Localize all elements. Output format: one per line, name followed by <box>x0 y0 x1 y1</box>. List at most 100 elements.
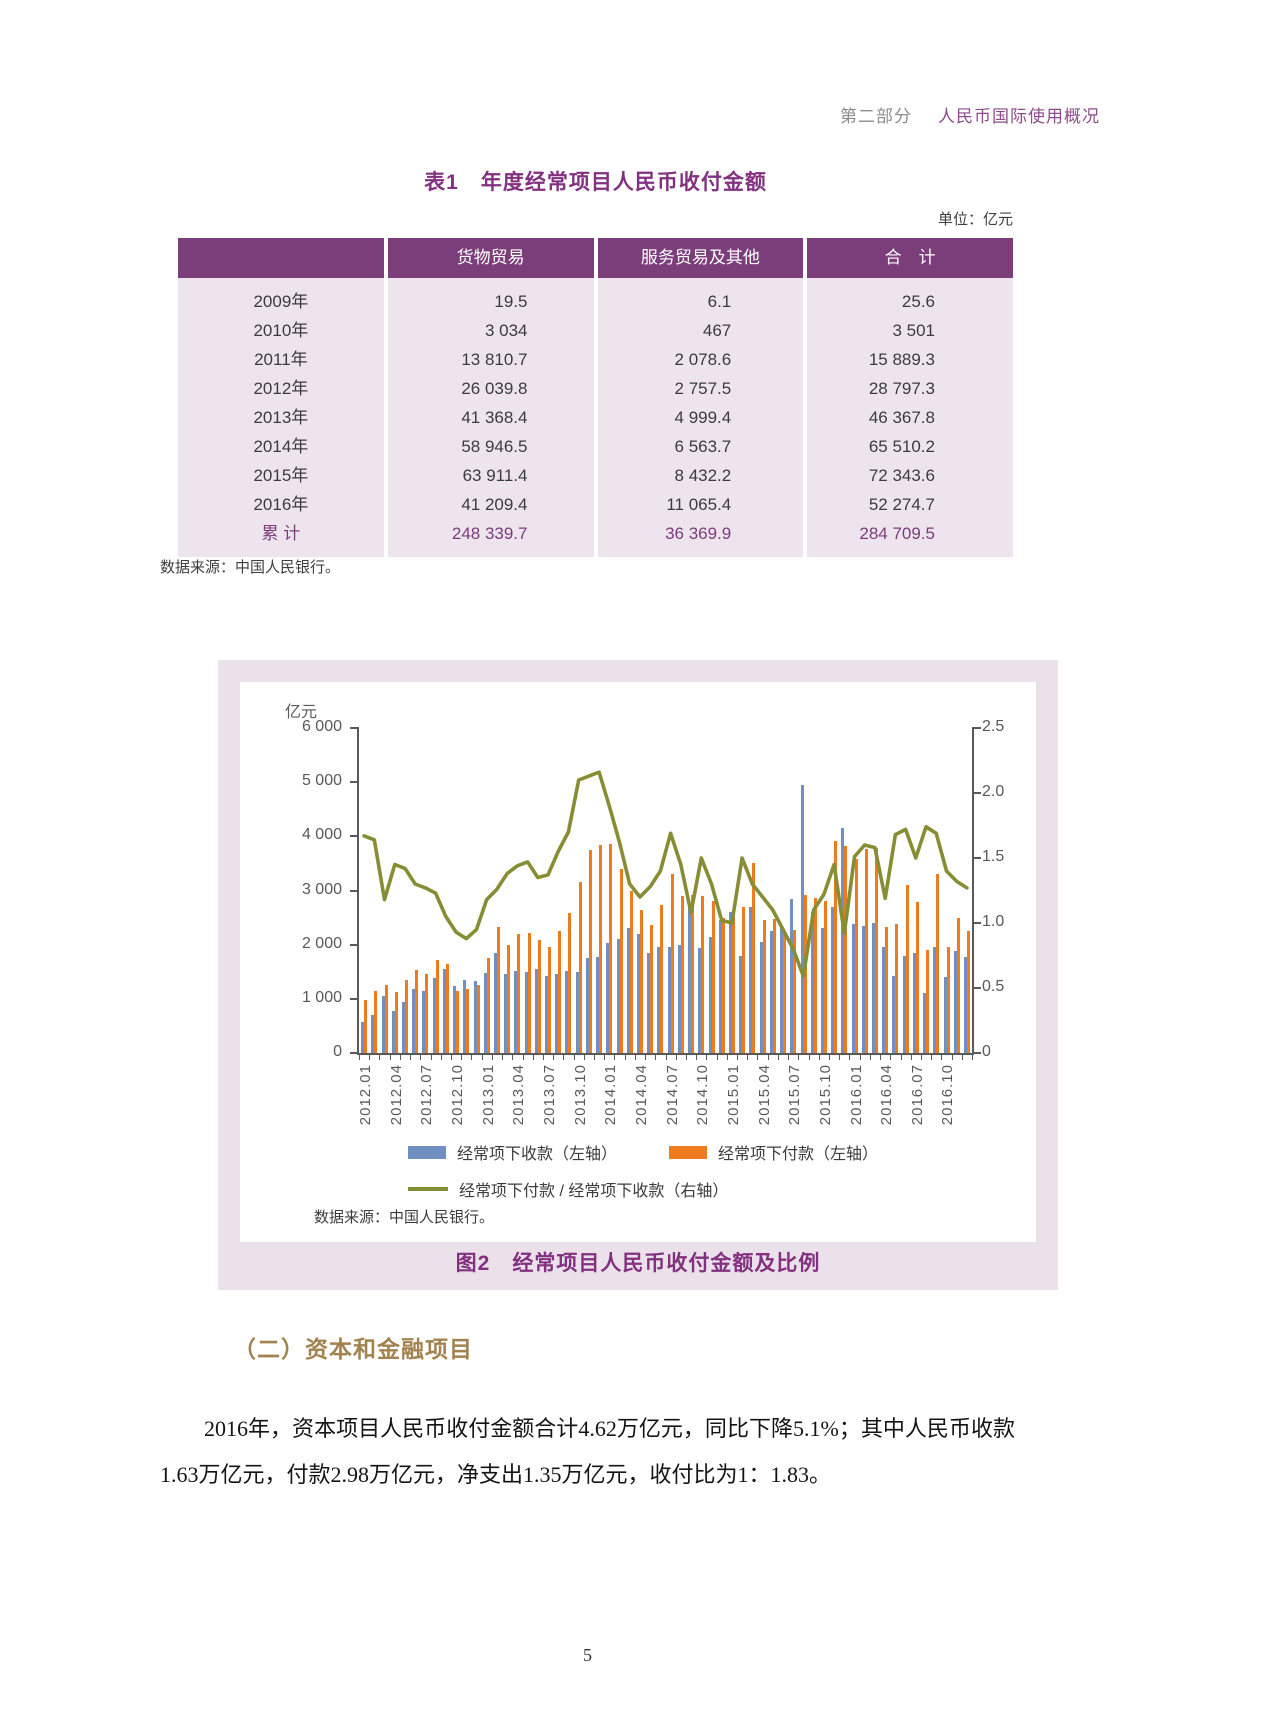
x-axis-label-slot: 2013.04 <box>510 1064 527 1125</box>
bar-receipts <box>912 952 916 1053</box>
receipts-bar-swatch-icon <box>408 1145 446 1159</box>
bar-payments <box>834 840 838 1053</box>
row-year: 2009年 <box>178 287 384 316</box>
bar-payments <box>650 924 654 1053</box>
x-axis-label-slot <box>956 1064 963 1125</box>
legend-label-receipts: 经常项下收款（左轴） <box>457 1146 618 1163</box>
x-axis-tick-label: 2013.10 <box>571 1064 589 1126</box>
bar-receipts <box>698 948 702 1053</box>
x-axis-label-slot <box>473 1064 480 1125</box>
x-axis-label-slot <box>374 1064 381 1125</box>
x-axis-tick-label: 2013.01 <box>479 1064 497 1126</box>
bar-receipts <box>483 972 487 1053</box>
bar-group <box>471 728 481 1053</box>
row-value: 26 039.8 <box>387 374 594 403</box>
bar-group <box>523 728 533 1053</box>
bar-group <box>890 728 900 1053</box>
row-value: 4 999.4 <box>597 403 804 432</box>
bar-payments <box>885 927 889 1053</box>
bar-group <box>921 728 931 1053</box>
x-axis-label-slot <box>718 1064 725 1125</box>
row-value: 58 946.5 <box>387 432 594 461</box>
bar-group <box>829 728 839 1053</box>
bar-payments <box>967 930 971 1053</box>
bar-payments <box>466 989 470 1053</box>
bar-group <box>543 728 553 1053</box>
page-number: 5 <box>583 1645 592 1665</box>
bar-receipts <box>626 928 630 1053</box>
x-axis-label-slot <box>589 1064 596 1125</box>
bar-group <box>839 728 849 1053</box>
x-axis-label-slot <box>834 1064 841 1125</box>
bar-payments <box>793 929 797 1053</box>
x-axis-tick <box>798 1053 800 1060</box>
x-axis-label-slot: 2015.01 <box>725 1064 742 1125</box>
table-row: 累 计 248 339.7 36 369.9 284 709.5 <box>178 519 1013 548</box>
x-axis-tick-label: 2012.01 <box>357 1064 374 1126</box>
x-axis-tick <box>685 1053 687 1060</box>
bar-receipts <box>616 939 620 1053</box>
bar-payments <box>619 868 623 1053</box>
row-year: 2010年 <box>178 316 384 345</box>
bar-payments <box>568 913 572 1053</box>
section-heading: （二）资本和金融项目 <box>233 1336 473 1362</box>
bar-receipts <box>504 974 508 1053</box>
x-axis-tick <box>737 1053 738 1060</box>
row-value: 46 367.8 <box>807 403 1013 432</box>
bar-group <box>758 728 768 1053</box>
x-axis-label-slot: 2014.04 <box>633 1064 650 1125</box>
running-header: 第二部分 人民币国际使用概况 <box>840 102 1100 127</box>
x-axis-label-slot <box>902 1064 909 1125</box>
x-axis-tick-label: 2015.10 <box>816 1064 834 1126</box>
bar-receipts <box>391 1010 395 1053</box>
right-axis-tick-label: 2.5 <box>982 718 1005 735</box>
bar-payments <box>742 906 746 1053</box>
bar-group <box>727 728 737 1053</box>
x-axis-label-slot <box>527 1064 534 1125</box>
x-axis-tick-label: 2012.10 <box>448 1064 466 1126</box>
x-axis-tick <box>900 1053 902 1060</box>
x-axis-label-slot: 2016.10 <box>939 1064 956 1125</box>
x-axis-tick-label: 2016.04 <box>878 1064 896 1126</box>
x-axis-tick <box>542 1053 544 1060</box>
left-axis-labels: 6 000 5 000 4 000 3 000 2 000 1 000 0 <box>268 718 342 1060</box>
bar-receipts <box>442 968 446 1053</box>
bar-payments <box>680 895 684 1053</box>
bar-receipts <box>953 950 957 1053</box>
bar-receipts <box>473 980 477 1053</box>
x-axis-tick <box>420 1053 422 1060</box>
bar-payments <box>486 958 490 1053</box>
x-axis-tick-label: 2015.04 <box>755 1064 773 1126</box>
bar-receipts <box>585 957 589 1053</box>
x-axis-label-slot: 2012.10 <box>449 1064 466 1125</box>
table-row: 2013年 41 368.4 4 999.4 46 367.8 <box>178 403 1013 432</box>
bar-payments <box>640 910 644 1053</box>
x-axis-tick <box>471 1053 473 1060</box>
bar-payments <box>415 970 419 1053</box>
bar-payments <box>711 901 715 1053</box>
bar-group <box>778 728 788 1053</box>
row-value: 63 911.4 <box>387 461 594 490</box>
bar-group <box>952 728 962 1053</box>
x-axis-tick <box>430 1053 432 1060</box>
right-axis-tick-label: 1.5 <box>982 848 1005 865</box>
bar-payments <box>670 874 674 1053</box>
table-spacer-cell <box>387 548 594 557</box>
legend-item-payments: 经常项下付款（左轴） <box>669 1140 878 1164</box>
bar-group <box>420 728 430 1053</box>
left-axis-tick <box>350 727 359 729</box>
bar-payments <box>946 946 950 1053</box>
x-axis-label-slot: 2013.10 <box>572 1064 589 1125</box>
x-axis-tick <box>920 1053 922 1060</box>
row-year: 2013年 <box>178 403 384 432</box>
x-axis-tick <box>451 1053 452 1060</box>
right-axis-tick-label: 0 <box>982 1043 991 1060</box>
bar-group <box>502 728 512 1053</box>
bar-payments <box>537 939 541 1053</box>
row-value: 6.1 <box>597 287 804 316</box>
right-axis-tick <box>972 987 981 989</box>
bar-receipts <box>831 906 835 1053</box>
x-axis-tick <box>634 1053 636 1060</box>
figure2-source-note: 数据来源：中国人民银行。 <box>314 1209 495 1226</box>
x-axis-tick <box>522 1053 524 1060</box>
